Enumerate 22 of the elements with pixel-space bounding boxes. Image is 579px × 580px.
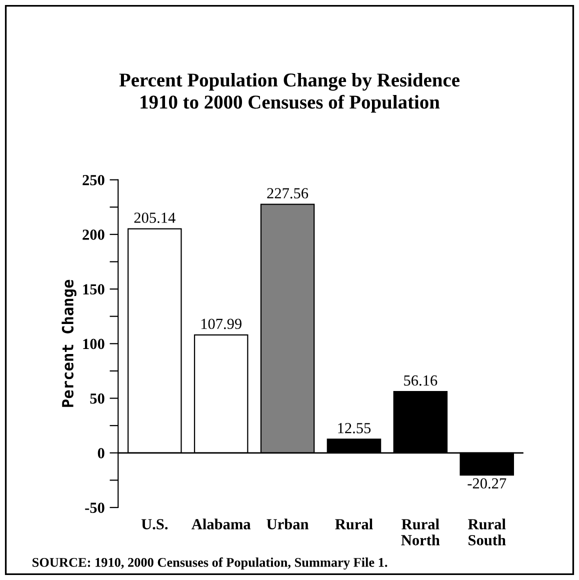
x-tick-label: Urban <box>266 518 309 530</box>
y-tick-label: 250 <box>82 174 104 186</box>
y-tick-label: 200 <box>82 230 104 240</box>
y-tick-label: 100 <box>83 338 104 350</box>
x-tick-label: Rural <box>335 518 373 530</box>
y-tick-label: 50 <box>90 393 104 404</box>
x-tick-label: Rural North <box>401 518 440 546</box>
y-axis-title: Percent Change <box>62 280 76 407</box>
x-tick-label: U.S. <box>141 519 168 530</box>
x-tick-label: Alabama <box>192 518 251 530</box>
chart-title: Percent Population Change by Residence 1910 to 2000 Censuses of Population <box>119 72 460 113</box>
y-tick-label: -50 <box>85 502 104 513</box>
x-tick-label: Rural South <box>468 518 506 546</box>
source-note: SOURCE: 1910, 2000 Censuses of Population, Summary File 1. <box>32 557 388 570</box>
y-tick-label: 150 <box>83 284 104 294</box>
data-label: 227.56 <box>267 188 308 198</box>
data-label: 56.16 <box>404 375 438 386</box>
y-tick-label: 0 <box>98 448 104 458</box>
data-label: 107.99 <box>201 318 242 330</box>
data-label: 205.14 <box>134 212 176 223</box>
data-label: 12.55 <box>338 423 371 434</box>
data-label: -20.27 <box>468 478 506 489</box>
